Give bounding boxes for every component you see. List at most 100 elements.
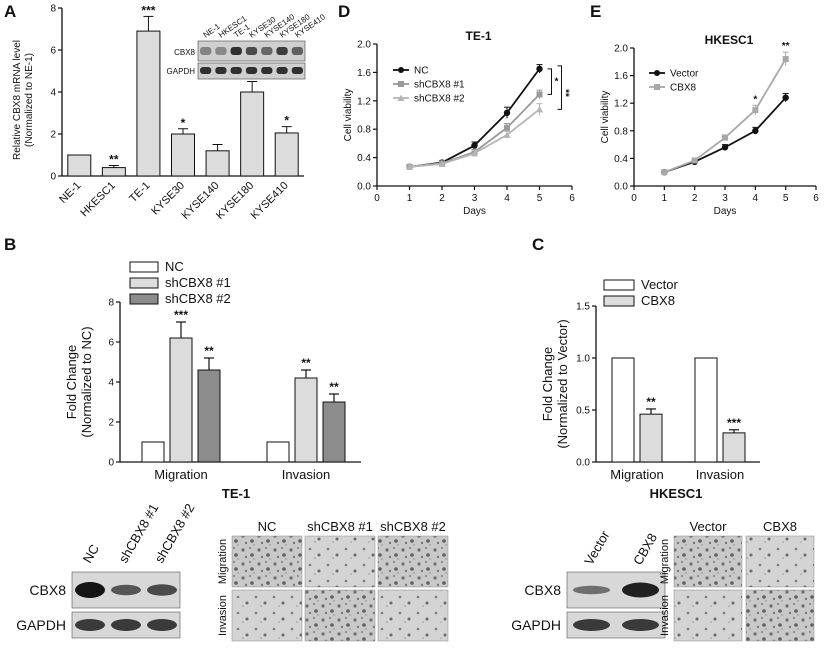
panel-b-category-label: Invasion: [282, 467, 330, 482]
panel-a-western-blot: NE-1HKESC1TE-1KYSE30KYSE140KYSE180KYSE41…: [167, 12, 327, 80]
panel-b-micrographs: NC shCBX8 #1 shCBX8 #2 Migration Invasion: [217, 519, 449, 642]
panel-b-blot-gapdh-band: [111, 619, 141, 631]
panel-b-y-axis-title-line: Fold Change: [64, 345, 79, 419]
panel-b-blot-row-label: GAPDH: [16, 617, 66, 633]
panel-c-y-tick-label: 1.5: [576, 302, 590, 313]
panel-a-bar: [274, 132, 299, 177]
panel-a-bar: [171, 133, 195, 177]
panel-d-significance-bracket: [547, 68, 552, 95]
panel-a-blot-cbx8-band: [261, 47, 273, 55]
panel-a-blot-row-label: CBX8: [174, 48, 195, 57]
panel-d-y-tick-label: 2.0: [357, 40, 371, 51]
panel-c-legend-swatch: [603, 295, 635, 307]
panel-e-x-tick-label: 6: [813, 193, 819, 204]
panel-e-data-point: [722, 134, 728, 141]
panel-d-y-axis-title: Cell viability: [343, 89, 354, 142]
panel-b-y-tick-label: 0: [108, 458, 114, 469]
panel-c-y-axis-title: Fold Change(Normalized to Vector): [540, 319, 570, 448]
panel-d-data-point: [471, 142, 478, 149]
panel-e-legend-label: CBX8: [670, 83, 697, 94]
panel-c-micrograph-image: [673, 589, 743, 642]
panel-e-significance: **: [782, 41, 790, 52]
panel-b-blot-gapdh-band: [75, 619, 105, 631]
panel-e-x-tick-label: 3: [722, 193, 728, 204]
panel-d-data-point: [503, 109, 511, 117]
panel-c-letter: C: [532, 235, 544, 254]
panel-b-micrograph-image: [231, 535, 303, 588]
panel-b-significance: **: [204, 344, 214, 358]
panel-b-bar: [169, 337, 193, 463]
panel-a-significance: ***: [141, 3, 155, 17]
panel-c-western-blot: Vector CBX8 CBX8 GAPDH: [511, 528, 666, 639]
panel-b-y-axis-title-line: (Normalized to NC): [79, 326, 94, 437]
panel-d-significance: *: [555, 77, 559, 88]
panel-c-legend-label: Vector: [641, 277, 679, 292]
panel-a-significance: **: [109, 153, 119, 167]
panel-c-category-label: Migration: [610, 467, 663, 482]
panel-d-x-axis-title: Days: [463, 206, 486, 217]
panel-e-data-point: [691, 157, 698, 164]
panel-c-blot-lane-label: Vector: [581, 528, 613, 568]
panel-c-blot-cbx8-band: [622, 582, 659, 598]
panel-a-y-tick-label: 8: [50, 4, 56, 15]
panel-b-y-tick-label: 6: [108, 338, 114, 349]
panel-a-blot-cbx8-band: [291, 47, 303, 55]
panel-d-significance-bracket: [557, 65, 562, 110]
panel-d-y-tick-label: 0.8: [357, 125, 371, 136]
panel-a-y-axis-title-line: Relative CBX8 mRNA level: [12, 40, 23, 160]
panel-b-significance: ***: [174, 308, 188, 322]
panel-b-y-tick-label: 4: [108, 378, 114, 389]
panel-b-y-tick-label: 2: [108, 418, 114, 429]
panel-c-bar: [694, 357, 718, 463]
panel-e-letter: E: [590, 2, 601, 21]
panel-e-x-tick-label: 4: [753, 193, 759, 204]
panel-b-bar: [266, 441, 290, 463]
panel-d-y-tick-label: 0.0: [357, 182, 371, 193]
panel-d-legend-label: shCBX8 #1: [414, 80, 465, 91]
panel-d-data-point: [503, 131, 511, 138]
panel-e-title: HKESC1: [705, 33, 754, 47]
panel-d-data-point: [536, 65, 543, 73]
panel-b-micrograph-image: [304, 535, 376, 588]
panel-c-y-tick-label: 0.5: [576, 406, 590, 417]
panel-e-y-tick-label: 2.0: [614, 44, 628, 55]
panel-e-data-point: [782, 56, 789, 63]
panel-e-x-axis-title: Days: [714, 206, 737, 217]
panel-a-y-tick-label: 6: [50, 46, 56, 57]
panel-c-micrograph-image: [745, 535, 815, 588]
panel-d-data-point: [536, 91, 543, 98]
panel-b-blot-lane-label: NC: [80, 542, 102, 566]
panel-d-legend-marker: [398, 67, 404, 73]
panel-a-blot-gapdh-band: [215, 67, 227, 74]
panel-c-bar: [611, 357, 635, 463]
panel-b-legend-label: NC: [165, 259, 184, 274]
panel-b-blot-cbx8-band: [147, 584, 177, 596]
panel-d-x-tick-label: 5: [537, 193, 543, 204]
panel-c-blot-row-label: GAPDH: [511, 617, 561, 633]
panel-a-bar: [101, 167, 126, 177]
panel-b-significance: **: [329, 380, 339, 394]
panel-b-cell-line: TE-1: [222, 486, 250, 501]
panel-c-bar: [722, 432, 746, 463]
panel-c-y-axis-title-line: (Normalized to Vector): [555, 319, 570, 448]
panel-b-letter: B: [4, 235, 16, 254]
panel-b-micrograph-column-label: NC: [258, 519, 277, 534]
panel-e-line-chart: 0.0 0.4 0.8 1.2 1.6 2.0 0 1 2 3 4 5 6 Days Cell viabil…: [600, 33, 819, 217]
panel-b-micrograph-column-label: shCBX8 #1: [307, 519, 373, 534]
panel-a-blot-cbx8-band: [200, 47, 212, 55]
panel-b-legend-swatch: [129, 261, 159, 273]
panel-a-significance: *: [284, 114, 289, 128]
panel-b-legend-swatch: [129, 277, 159, 289]
panel-b-micrograph-image: [231, 589, 303, 642]
panel-a-category-label: TE-1: [127, 180, 152, 205]
panel-a-bar: [136, 30, 161, 177]
panel-a-bar: [67, 154, 92, 177]
panel-e-legend-label: Vector: [670, 69, 699, 80]
panel-b-category-label: Migration: [154, 467, 207, 482]
panel-e-x-tick-label: 1: [662, 193, 668, 204]
panel-a-blot-gapdh-band: [230, 67, 242, 74]
panel-a-significance: *: [181, 116, 186, 130]
panel-c-bar-chart: 0.0 0.5 1.0 1.5 ** Migration *** Invasion Fold C…: [540, 277, 760, 482]
panel-e-significance: *: [753, 94, 757, 105]
